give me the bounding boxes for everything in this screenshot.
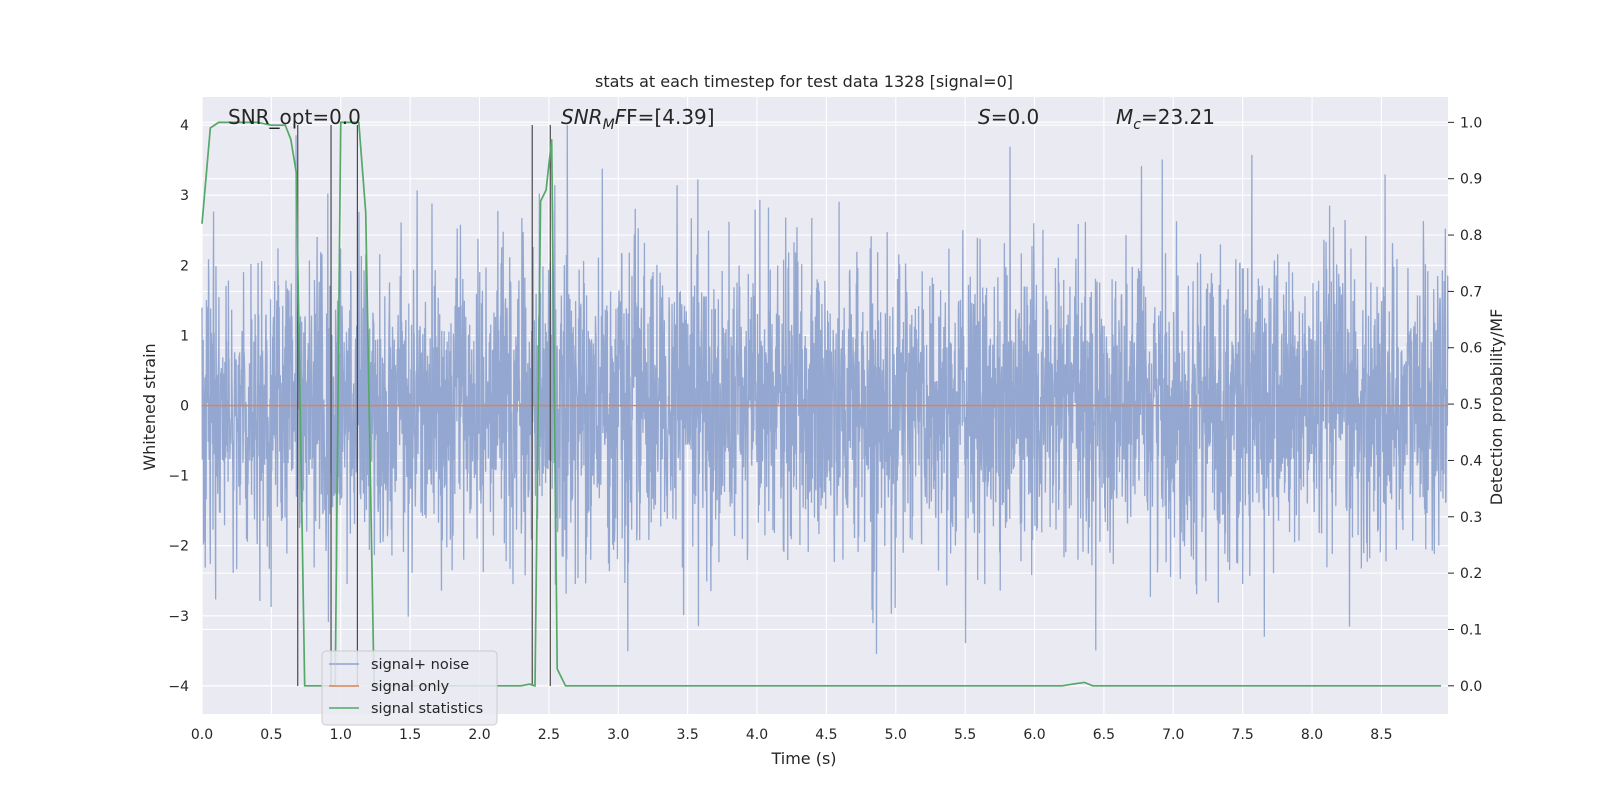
x-tick-label: 0.5 <box>260 727 282 743</box>
x-tick-label: 8.5 <box>1370 727 1392 743</box>
x-tick-label: 7.5 <box>1232 727 1254 743</box>
x-tick-label: 4.0 <box>746 727 768 743</box>
y-tick-label-left: −2 <box>168 539 189 555</box>
x-tick-label: 8.0 <box>1301 727 1323 743</box>
annotation-snr-mf-subscript: M <box>603 117 615 133</box>
x-tick-label: 3.5 <box>677 727 699 743</box>
y-tick-label-right: 0.9 <box>1460 172 1482 188</box>
y-tick-label-right: 0.6 <box>1460 341 1482 357</box>
y-tick-label-right: 0.1 <box>1460 622 1482 638</box>
y-axis-label-left: Whitened strain <box>140 343 159 470</box>
annotation-mc-symbol: M <box>1116 105 1133 129</box>
legend: signal+ noise signal only signal statist… <box>321 650 498 726</box>
x-axis-label: Time (s) <box>770 749 836 768</box>
annotation-mc: Mc=23.21 <box>1116 105 1215 133</box>
y-tick-label-right: 0.5 <box>1460 397 1482 413</box>
y-tick-label-left: 2 <box>180 258 189 274</box>
legend-label-signal-noise: signal+ noise <box>371 657 469 673</box>
y-tick-label-right: 0.8 <box>1460 228 1482 244</box>
y-tick-label-left: 3 <box>180 188 189 204</box>
ticks: 0.0 0.5 1.0 1.5 2.0 2.5 3.0 3.5 4.0 4.5 5.0 5.5 6.0 6… <box>168 115 1482 743</box>
y-tick-label-right: 0.0 <box>1460 679 1482 695</box>
x-tick-label: 6.5 <box>1093 727 1115 743</box>
legend-label-signal-statistics: signal statistics <box>371 701 483 717</box>
x-tick-label: 4.5 <box>815 727 837 743</box>
x-tick-label: 7.0 <box>1162 727 1184 743</box>
x-tick-label: 2.0 <box>468 727 490 743</box>
y-tick-label-right: 0.2 <box>1460 566 1482 582</box>
chart-title: stats at each timestep for test data 132… <box>595 72 1013 91</box>
y-tick-label-left: 1 <box>180 328 189 344</box>
x-tick-label: 5.5 <box>954 727 976 743</box>
annotation-s: S=0.0 <box>978 105 1039 129</box>
legend-label-signal-only: signal only <box>371 679 450 695</box>
y-tick-label-right: 0.3 <box>1460 510 1482 526</box>
x-tick-label: 0.0 <box>191 727 213 743</box>
annotation-snr-mf: SNRMFF=[4.39] <box>561 105 715 133</box>
y-tick-label-right: 1.0 <box>1460 115 1482 131</box>
legend-box <box>321 650 498 726</box>
y-tick-label-right: 0.4 <box>1460 453 1482 469</box>
noise-trace <box>201 125 1449 654</box>
y-axis-label-right: Detection probability/MF <box>1487 309 1506 506</box>
x-tick-label: 6.0 <box>1023 727 1045 743</box>
annotation-s-value: =0.0 <box>991 105 1040 129</box>
y-tick-label-right: 0.7 <box>1460 284 1482 300</box>
annotation-snr-mf-value: FF=[4.39] <box>615 105 715 129</box>
y-tick-label-left: 4 <box>180 118 189 134</box>
y-tick-label-left: −4 <box>168 679 189 695</box>
annotation-snr-mf-symbol: SNR <box>561 105 603 129</box>
annotation-mc-value: =23.21 <box>1141 105 1215 129</box>
x-tick-label: 3.0 <box>607 727 629 743</box>
y-tick-label-left: −1 <box>168 469 189 485</box>
x-tick-label: 2.5 <box>538 727 560 743</box>
x-tick-label: 5.0 <box>885 727 907 743</box>
y-tick-label-left: −3 <box>168 609 189 625</box>
y-tick-label-left: 0 <box>180 399 189 415</box>
vertical-markers <box>297 125 551 686</box>
annotation-mc-subscript: c <box>1133 117 1141 133</box>
x-tick-label: 1.0 <box>330 727 352 743</box>
annotation-s-symbol: S <box>978 105 991 129</box>
x-tick-label: 1.5 <box>399 727 421 743</box>
annotation-snr-mf-rest: F=[4.39] <box>626 105 714 129</box>
annotation-snr-opt: SNR_opt=0.0 <box>228 105 361 129</box>
series-signal-noise <box>201 125 1449 654</box>
